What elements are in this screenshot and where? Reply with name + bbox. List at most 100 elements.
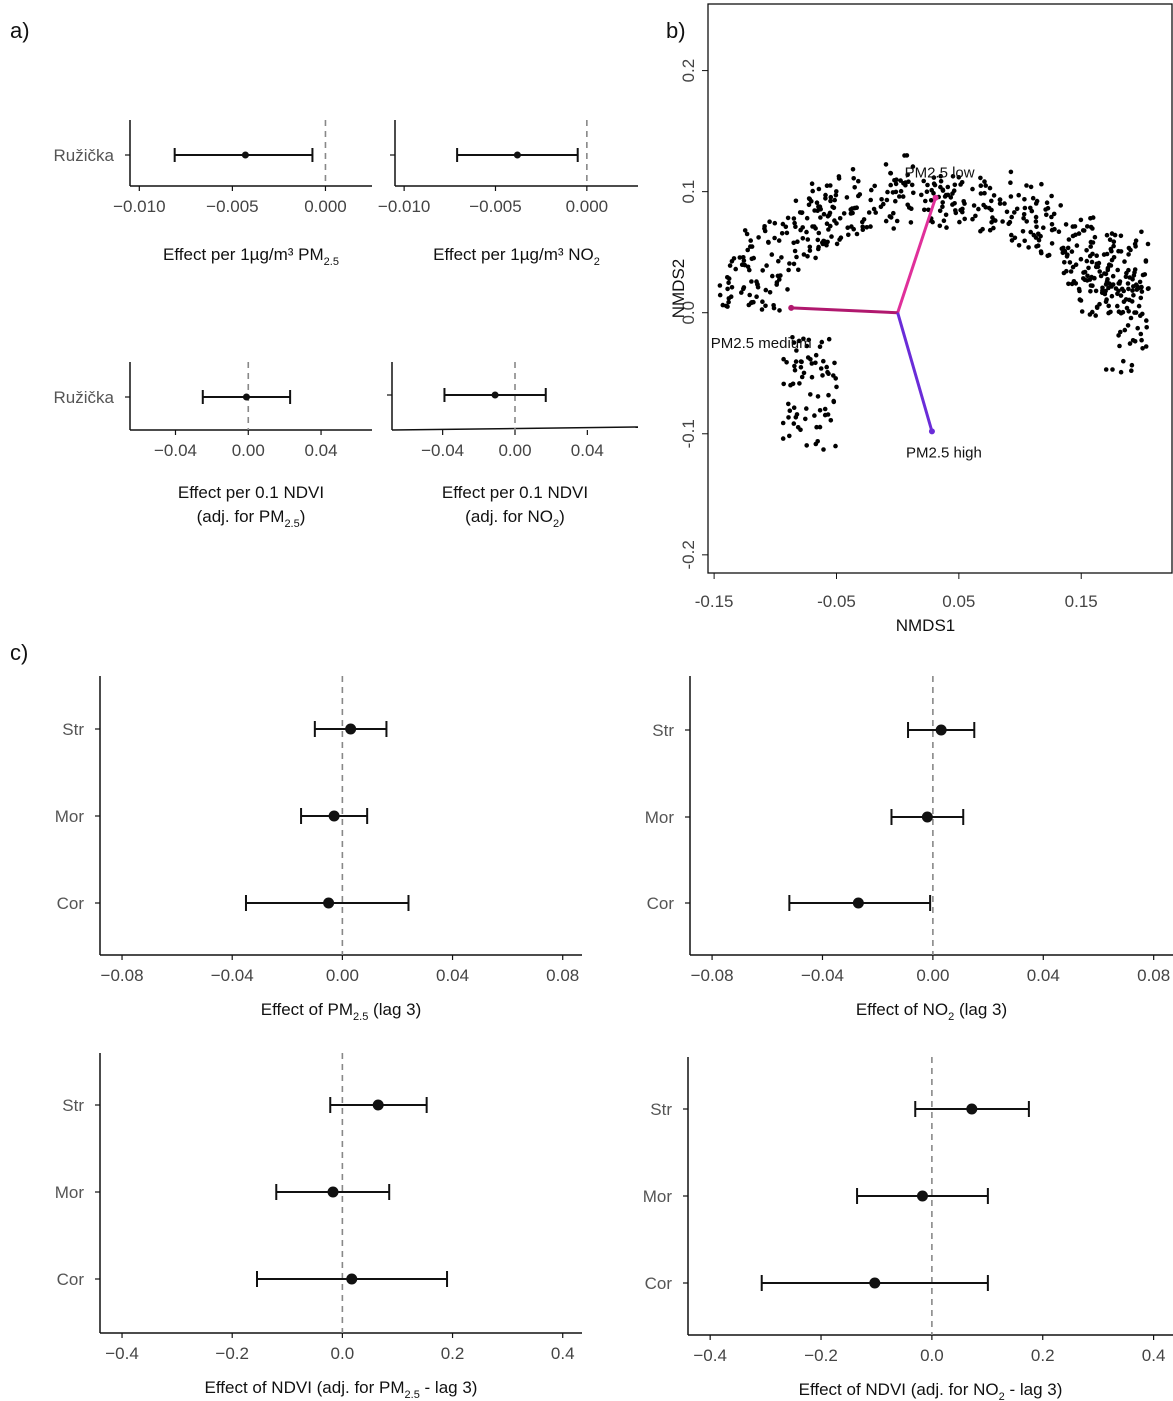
sample-point xyxy=(813,352,819,358)
x-tick-label: −0.04 xyxy=(421,441,464,460)
sample-point xyxy=(739,262,745,268)
sample-point xyxy=(725,275,730,280)
sample-point xyxy=(1036,237,1042,243)
sample-point xyxy=(774,282,779,287)
sample-point xyxy=(919,192,924,198)
sample-point xyxy=(1029,208,1035,214)
sample-point xyxy=(1066,281,1071,287)
sample-point xyxy=(1121,358,1126,364)
sample-point xyxy=(787,408,793,414)
sample-point xyxy=(868,224,873,229)
sample-point xyxy=(1138,331,1144,337)
x-tick-label: 0.00 xyxy=(498,441,531,460)
sample-point xyxy=(1065,252,1070,257)
vector-tip xyxy=(932,194,939,201)
sample-point xyxy=(1051,211,1057,217)
sample-point xyxy=(1084,248,1089,253)
sample-point xyxy=(942,194,948,199)
sample-point xyxy=(860,219,865,225)
sample-point xyxy=(827,210,833,216)
sample-point xyxy=(833,376,838,381)
sample-point xyxy=(739,290,744,295)
sample-point xyxy=(726,296,732,301)
sample-point xyxy=(1131,284,1136,289)
sample-point xyxy=(1144,318,1149,323)
sample-point xyxy=(755,281,760,287)
sample-point xyxy=(820,373,825,378)
sample-point xyxy=(793,224,798,229)
vector-tip xyxy=(788,304,795,311)
sample-point xyxy=(841,211,847,216)
sample-point xyxy=(817,424,823,430)
sample-point xyxy=(944,225,949,230)
sample-point xyxy=(1138,295,1144,301)
sample-point xyxy=(1002,201,1007,206)
sample-point xyxy=(821,447,826,452)
y-tick-label: 0.0 xyxy=(679,301,698,325)
sample-point xyxy=(1103,288,1108,294)
sample-point xyxy=(836,176,842,181)
sample-point xyxy=(1072,224,1078,229)
sample-point xyxy=(1078,256,1084,262)
x-axis-title: Effect per 1µg/m³ NO2 xyxy=(433,245,600,268)
sample-point xyxy=(813,360,818,366)
sample-point xyxy=(792,363,797,369)
sample-point xyxy=(1094,305,1100,311)
panel-label-b: b) xyxy=(666,18,686,43)
sample-point xyxy=(797,381,802,386)
sample-point xyxy=(822,406,828,412)
sample-point xyxy=(950,191,955,196)
sample-point xyxy=(1146,286,1151,291)
sample-point xyxy=(1123,274,1129,280)
sample-point xyxy=(793,415,799,420)
x-tick-label: −0.4 xyxy=(105,1344,139,1363)
sample-point xyxy=(793,359,799,364)
estimate-point xyxy=(327,1186,339,1198)
sample-point xyxy=(1106,303,1111,309)
sample-point xyxy=(1061,270,1067,276)
sample-point xyxy=(881,201,886,207)
sample-point xyxy=(845,225,850,230)
sample-point xyxy=(1100,285,1105,291)
sample-point xyxy=(1073,262,1079,268)
sample-point xyxy=(772,220,778,226)
sample-point xyxy=(795,425,801,430)
vector-line xyxy=(791,306,898,315)
sample-point xyxy=(791,261,797,267)
estimate-point xyxy=(921,811,933,823)
x-tick-label: 0.00 xyxy=(916,966,949,985)
sample-point xyxy=(989,198,994,204)
x-axis-title: Effect per 0.1 NDVI xyxy=(442,483,588,502)
sample-point xyxy=(1129,299,1135,304)
sample-point xyxy=(851,176,856,181)
x-tick-label: −0.005 xyxy=(469,197,521,216)
sample-point xyxy=(1143,344,1149,349)
sample-point xyxy=(767,219,772,224)
sample-point xyxy=(1130,277,1135,282)
sample-point xyxy=(792,248,798,254)
nmds-scatter-chart: -0.15 -0.05 0.05 0.15 -0.2 -0.1 0.0 0.1 0.2 NMDS1… xyxy=(669,3,1173,635)
sample-point xyxy=(779,231,785,236)
sample-point xyxy=(937,208,943,214)
sample-point xyxy=(780,436,786,441)
sample-point xyxy=(816,230,822,236)
sample-point xyxy=(1039,250,1044,256)
category-label: Cor xyxy=(57,894,85,913)
sample-point xyxy=(848,207,853,212)
sample-point xyxy=(1107,237,1113,242)
sample-point xyxy=(997,201,1003,206)
sample-point xyxy=(791,421,797,426)
sample-point xyxy=(976,206,981,212)
sample-point xyxy=(1085,273,1090,279)
sample-point xyxy=(828,183,833,188)
sample-point xyxy=(1022,205,1028,211)
sample-point xyxy=(821,211,827,217)
sample-point xyxy=(814,200,820,205)
sample-point xyxy=(793,198,799,204)
sample-point xyxy=(1061,245,1066,251)
sample-point xyxy=(1125,281,1131,286)
sample-point xyxy=(796,267,801,273)
vector-label: PM2.5 high xyxy=(906,444,982,461)
sample-point xyxy=(785,287,790,292)
